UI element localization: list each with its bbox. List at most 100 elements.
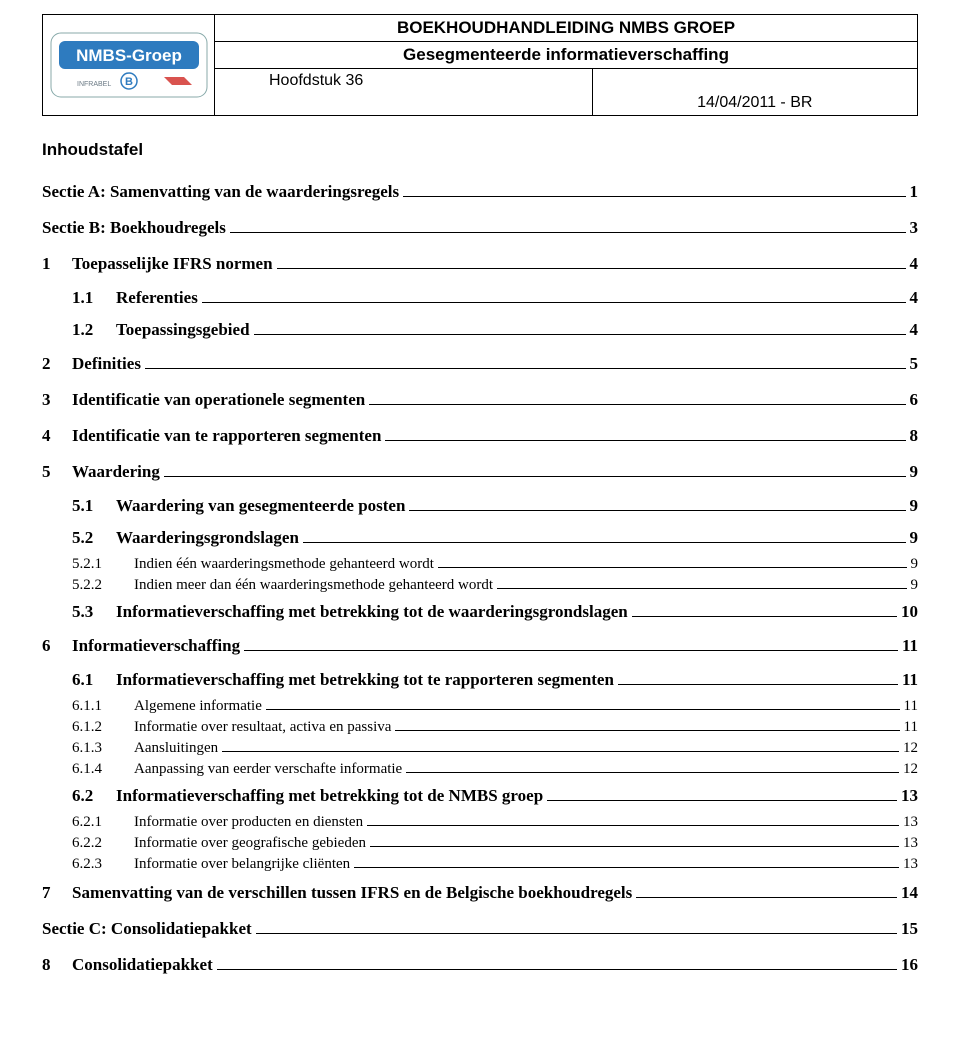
toc-entry-number: 5.2.1 xyxy=(72,556,134,573)
toc-entry-label: 5.2Waarderingsgrondslagen xyxy=(72,528,299,548)
toc-leader-line xyxy=(409,510,905,511)
toc-entry-page: 9 xyxy=(910,496,919,516)
toc-entry-page: 12 xyxy=(903,761,918,778)
toc-leader-line xyxy=(636,897,897,898)
toc-leader-line xyxy=(230,232,906,233)
chapter-label: Hoofdstuk 36 xyxy=(215,69,593,115)
toc-entry: 4Identificatie van te rapporteren segmen… xyxy=(42,426,918,446)
toc-entry: 6.2.2Informatie over geografische gebied… xyxy=(42,835,918,852)
toc-entry-text: Waarderingsgrondslagen xyxy=(116,528,299,547)
toc-entry-text: Aansluitingen xyxy=(134,740,218,756)
toc-entry-page: 6 xyxy=(910,390,919,410)
toc-entry: 5.1Waardering van gesegmenteerde posten … xyxy=(42,496,918,516)
toc-entry-number: 6.1.1 xyxy=(72,698,134,715)
doc-title: BOEKHOUDHANDLEIDING NMBS GROEP xyxy=(215,15,917,42)
toc-leader-line xyxy=(632,616,897,617)
toc-entry-number: 8 xyxy=(42,955,72,975)
toc-entry-page: 11 xyxy=(902,670,918,690)
header-row-bottom: Hoofdstuk 36 14/04/2011 - BR xyxy=(215,69,917,115)
toc-entry: 5.3Informatieverschaffing met betrekking… xyxy=(42,602,918,622)
toc-entry: 7Samenvatting van de verschillen tussen … xyxy=(42,883,918,903)
toc-entry-number: 6.1.4 xyxy=(72,761,134,778)
toc-entry-page: 9 xyxy=(911,577,919,594)
toc-leader-line xyxy=(547,800,897,801)
toc-entry-text: Toepassingsgebied xyxy=(116,320,250,339)
toc-entry-number: 1.1 xyxy=(72,288,116,308)
toc-leader-line xyxy=(277,268,906,269)
doc-subtitle: Gesegmenteerde informatieverschaffing xyxy=(215,42,917,69)
toc-entry-text: Sectie C: Consolidatiepakket xyxy=(42,919,252,938)
toc-entry-text: Consolidatiepakket xyxy=(72,955,213,974)
toc-entry: 1.1Referenties 4 xyxy=(42,288,918,308)
toc-entry: 6.1.4Aanpassing van eerder verschafte in… xyxy=(42,761,918,778)
toc-entry-page: 13 xyxy=(903,856,918,873)
toc-entry-text: Definities xyxy=(72,354,141,373)
toc-entry-number: 1 xyxy=(42,254,72,274)
toc-entry-text: Identificatie van operationele segmenten xyxy=(72,390,365,409)
toc-entry-page: 16 xyxy=(901,955,918,975)
toc-leader-line xyxy=(403,196,905,197)
toc-entry-page: 4 xyxy=(910,288,919,308)
toc-entry-text: Aanpassing van eerder verschafte informa… xyxy=(134,761,402,777)
toc-leader-line xyxy=(244,650,898,651)
toc-entry-page: 13 xyxy=(903,835,918,852)
toc-entry: 2Definities 5 xyxy=(42,354,918,374)
svg-text:B: B xyxy=(125,76,133,88)
toc-entry-text: Informatie over belangrijke cliënten xyxy=(134,856,350,872)
toc-entry-page: 9 xyxy=(911,556,919,573)
toc-entry-number: 5 xyxy=(42,462,72,482)
toc-entry-number: 6.1.2 xyxy=(72,719,134,736)
header-row-top: NMBS-Groep INFRABEL B BOEKHOUDHANDLEIDIN… xyxy=(43,15,917,115)
header-right: BOEKHOUDHANDLEIDING NMBS GROEP Gesegment… xyxy=(215,15,917,115)
toc-entry-number: 5.1 xyxy=(72,496,116,516)
toc-entry-page: 14 xyxy=(901,883,918,903)
toc-entry: 6.1Informatieverschaffing met betrekking… xyxy=(42,670,918,690)
toc-entry-label: 6.1Informatieverschaffing met betrekking… xyxy=(72,670,614,690)
document-header: NMBS-Groep INFRABEL B BOEKHOUDHANDLEIDIN… xyxy=(42,14,918,116)
toc-entry-number: 6.2.3 xyxy=(72,856,134,873)
toc-entry: 6Informatieverschaffing 11 xyxy=(42,636,918,656)
toc-entry-page: 3 xyxy=(910,218,919,238)
toc-entry: 1Toepasselijke IFRS normen 4 xyxy=(42,254,918,274)
toc-entry-label: 4Identificatie van te rapporteren segmen… xyxy=(42,426,381,446)
toc-entry-label: 6.2.3Informatie over belangrijke cliënte… xyxy=(72,856,350,873)
toc-entry-number: 6.2.2 xyxy=(72,835,134,852)
toc-entry-number: 7 xyxy=(42,883,72,903)
toc-entry-page: 12 xyxy=(903,740,918,757)
toc-entry: 5.2Waarderingsgrondslagen 9 xyxy=(42,528,918,548)
toc-entry-label: 5.3Informatieverschaffing met betrekking… xyxy=(72,602,628,622)
toc-entry-label: 6.2.1Informatie over producten en dienst… xyxy=(72,814,363,831)
toc-entry-text: Sectie A: Samenvatting van de waardering… xyxy=(42,182,399,201)
toc-entry-text: Referenties xyxy=(116,288,198,307)
toc-entry-text: Informatie over geografische gebieden xyxy=(134,835,366,851)
toc-leader-line xyxy=(395,730,899,731)
toc-entry-page: 13 xyxy=(903,814,918,831)
toc-leader-line xyxy=(370,846,899,847)
toc-entry-number: 2 xyxy=(42,354,72,374)
toc-entry-text: Waardering xyxy=(72,462,160,481)
toc-entry-label: 6.1.1Algemene informatie xyxy=(72,698,262,715)
toc-entry-number: 5.3 xyxy=(72,602,116,622)
toc-entry-label: 2Definities xyxy=(42,354,141,374)
toc-entry: 8Consolidatiepakket 16 xyxy=(42,955,918,975)
toc-entry-page: 4 xyxy=(910,254,919,274)
toc-leader-line xyxy=(438,567,907,568)
toc-entry-label: 1.1Referenties xyxy=(72,288,198,308)
toc-leader-line xyxy=(303,542,906,543)
toc-entry-page: 4 xyxy=(910,320,919,340)
svg-text:NMBS-Groep: NMBS-Groep xyxy=(76,46,182,65)
toc-entry-number: 4 xyxy=(42,426,72,446)
toc-entry-text: Waardering van gesegmenteerde posten xyxy=(116,496,405,515)
toc-entry-text: Toepasselijke IFRS normen xyxy=(72,254,273,273)
toc-entry-number: 6.1.3 xyxy=(72,740,134,757)
toc-entry-page: 9 xyxy=(910,462,919,482)
toc-entry: Sectie B: Boekhoudregels 3 xyxy=(42,218,918,238)
logo-cell: NMBS-Groep INFRABEL B xyxy=(43,15,215,115)
toc-leader-line xyxy=(406,772,899,773)
toc-leader-line xyxy=(266,709,900,710)
toc-entry-number: 6.2 xyxy=(72,786,116,806)
toc-entry: 6.1.2Informatie over resultaat, activa e… xyxy=(42,719,918,736)
toc-entry-text: Indien één waarderingsmethode gehanteerd… xyxy=(134,556,434,572)
toc-entry-page: 5 xyxy=(910,354,919,374)
toc-entry-text: Informatieverschaffing xyxy=(72,636,240,655)
